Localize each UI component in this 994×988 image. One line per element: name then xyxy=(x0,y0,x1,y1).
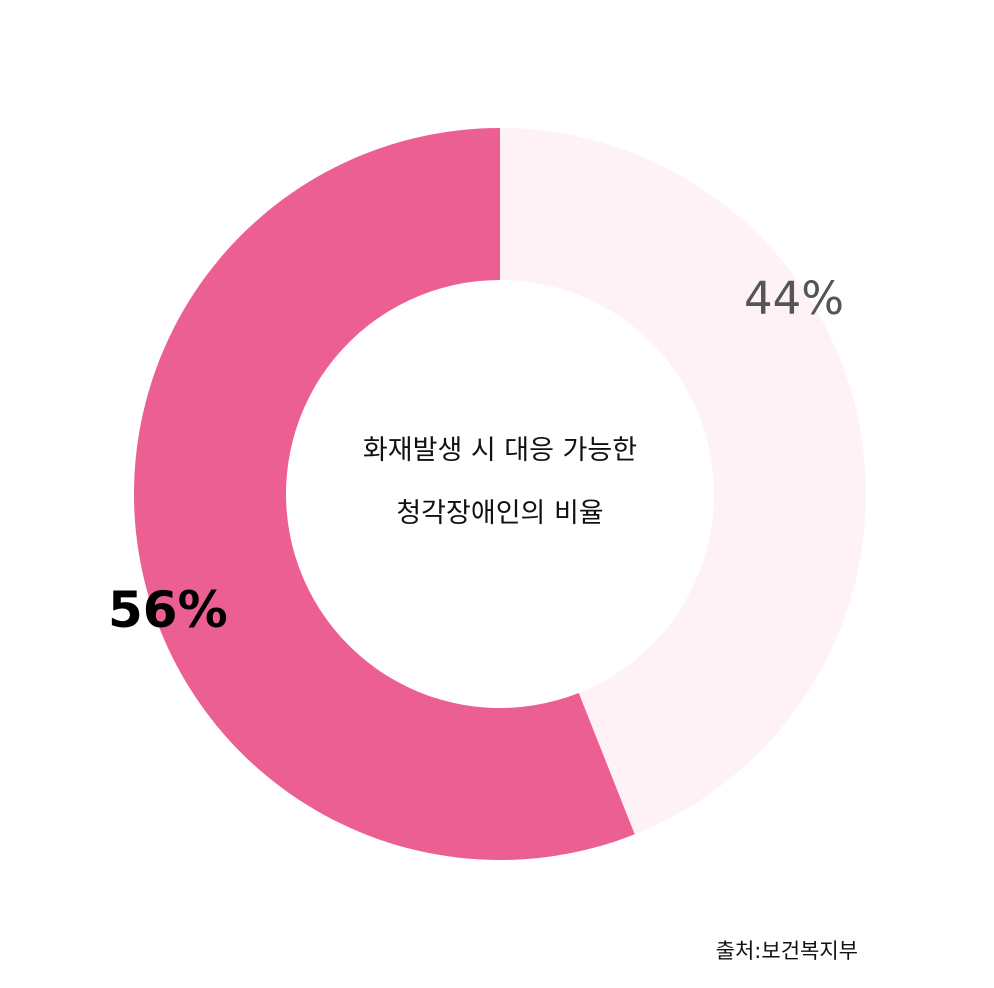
donut-slices xyxy=(134,128,867,860)
donut-slice-44 xyxy=(500,128,867,835)
slice-label-56: 56% xyxy=(108,581,228,639)
donut-slice-56 xyxy=(134,128,635,860)
chart-title-line-1: 화재발생 시 대응 가능한 xyxy=(362,435,638,466)
source-note: 출처:보건복지부 xyxy=(715,939,858,963)
chart-title-line-2: 청각장애인의 비율 xyxy=(396,498,604,529)
slice-label-44: 44% xyxy=(744,272,845,325)
